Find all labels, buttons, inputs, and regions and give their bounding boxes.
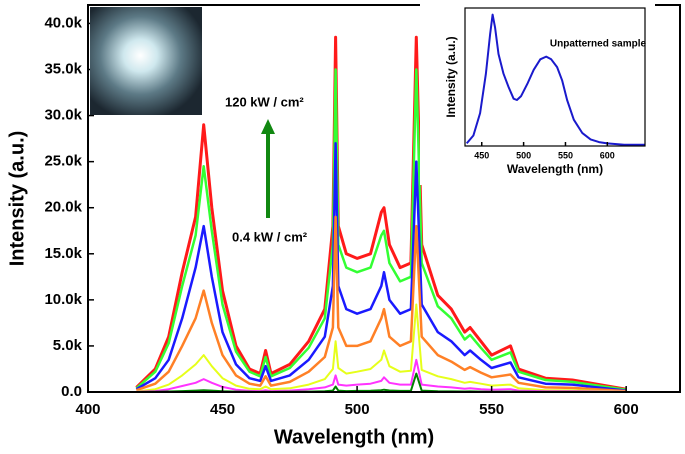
y-tick-label: 10.0k [44,291,82,308]
spectrum-line [465,13,645,146]
x-axis-title: Wavelength (nm) [507,162,603,176]
plot-frame [87,4,681,393]
annotation: 0.4 kW / cm² [232,229,308,244]
y-tick-label: 15.0k [44,245,82,262]
spectrum-line [135,68,627,391]
x-tick-label: 450 [210,401,235,418]
x-tick-label: 500 [516,150,531,160]
x-tick-label: 600 [614,401,639,418]
inset-background [420,2,655,185]
spectrum-line [135,141,627,392]
main-chart: 400 450 500 550 600 0.0 5.0k 10.0k 15.0k 20.0k 25.… [6,4,681,448]
y-tick-label: 30.0k [44,107,82,124]
y-tick-label: 0.0 [61,383,82,400]
spectrum-line [135,35,627,391]
spectrum-line [136,303,627,393]
annotation: 120 kW / cm² [225,94,304,109]
x-tick-label: 400 [75,401,100,418]
x-axis-title: Wavelength (nm) [274,426,434,448]
x-tick-label: 450 [474,150,489,160]
y-tick-label: 5.0k [53,337,83,354]
y-tick-label: 25.0k [44,153,82,170]
inset-chart: 450 500 550 600 Wavelength (nm) Intensity (a.… [420,2,655,185]
spectrum-line [136,358,627,393]
plot-frame [464,7,646,147]
y-tick-label: 20.0k [44,199,82,216]
x-tick-label: 550 [558,150,573,160]
sample-photo [90,7,202,115]
spectrum-line [135,215,627,393]
x-tick-label: 500 [345,401,370,418]
arrow-head [261,119,275,134]
annotation: Unpatterned sample [550,39,647,50]
x-tick-label: 600 [600,150,615,160]
y-tick-label: 35.0k [44,60,82,77]
y-axis-title: Intensity (a.u.) [6,131,28,267]
x-tick-label: 550 [479,401,504,418]
y-tick-label: 40.0k [44,14,82,31]
y-axis-title: Intensity (a.u.) [444,36,458,117]
